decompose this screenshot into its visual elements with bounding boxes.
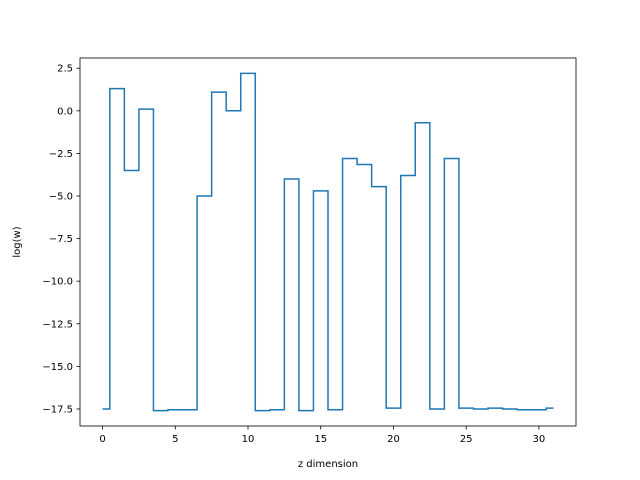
y-tick-label: −15.0 xyxy=(42,362,73,373)
y-tick-label: −7.5 xyxy=(49,234,73,245)
y-tick-label: 2.5 xyxy=(57,64,73,75)
plot-layer xyxy=(102,72,554,412)
y-tick-label: −5.0 xyxy=(49,192,73,203)
x-tick-label: 30 xyxy=(533,434,546,445)
series-line xyxy=(102,72,554,412)
y-tick-label: −2.5 xyxy=(49,149,73,160)
x-axis-label: z dimension xyxy=(298,459,358,470)
y-tick-label: −12.5 xyxy=(42,319,73,330)
x-tick-label: 25 xyxy=(460,434,473,445)
y-tick-label: −17.5 xyxy=(42,404,73,415)
x-tick-label: 10 xyxy=(242,434,255,445)
y-tick-label: 0.0 xyxy=(57,106,73,117)
y-tick-label: −10.0 xyxy=(42,277,73,288)
plot-frame xyxy=(79,57,577,427)
x-tick-label: 5 xyxy=(172,434,178,445)
y-axis-label: log(w) xyxy=(12,226,23,257)
x-tick-label: 15 xyxy=(314,434,327,445)
x-tick-label: 0 xyxy=(99,434,105,445)
ticks-layer: 0 5 10 15 20 25 30 2.5 0.0 −2.5 −5.0 −7.5 −10.0 −12.5… xyxy=(42,64,545,445)
x-tick-label: 20 xyxy=(387,434,400,445)
